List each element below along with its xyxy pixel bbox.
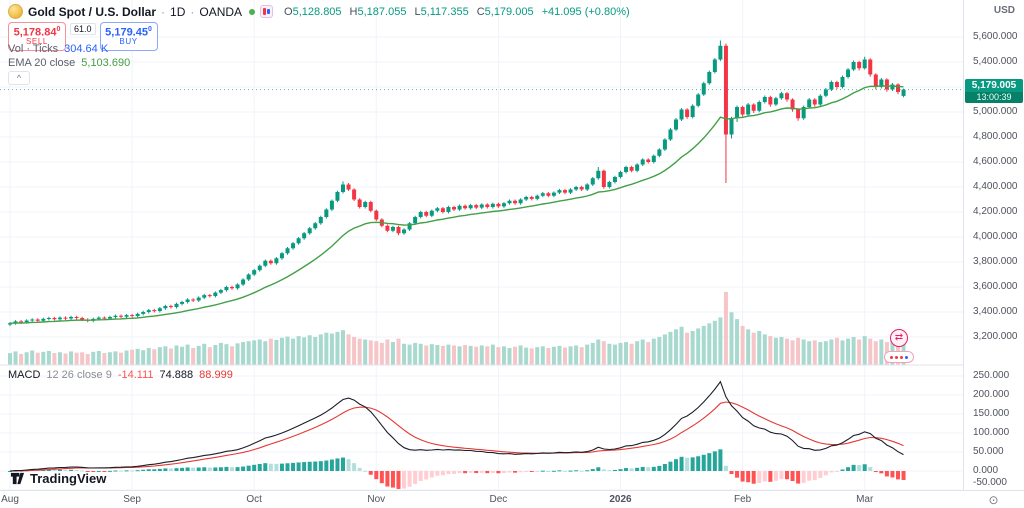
time-axis-label: Feb [733, 494, 752, 505]
current-price-tag: 5,179.005 13:00:39 [965, 78, 1023, 103]
ema-indicator-legend[interactable]: EMA 20 close 5,103.690 [8, 57, 130, 69]
macd-axis-label: 100.000 [973, 427, 1010, 438]
buy-button[interactable]: 5,179.450 BUY [99, 22, 158, 51]
axis-corner: ⊙ [963, 490, 1024, 508]
price-axis-label: 4,800.000 [973, 131, 1018, 142]
ema-label: EMA 20 close [8, 57, 76, 69]
price-axis-label: 5,600.000 [973, 31, 1018, 42]
volume-value: 304.64 K [64, 43, 109, 55]
chevron-up-icon: ^ [16, 72, 22, 83]
open-value: 5,128.805 [292, 5, 342, 18]
price-axis[interactable]: USD 5,179.005 13:00:39 5,600.000 5,400.00… [963, 0, 1024, 508]
tradingview-logo-text: TradingView [30, 471, 107, 486]
current-price-value: 5,179.005 [965, 78, 1023, 92]
macd-axis-label: 250.000 [973, 370, 1010, 381]
price-axis-label: 4,400.000 [973, 181, 1018, 192]
buy-price: 5,179.45 [105, 26, 148, 39]
price-axis-label: 3,400.000 [973, 306, 1018, 317]
sell-label: SELL [26, 37, 48, 47]
price-axis-label: 4,200.000 [973, 206, 1018, 217]
symbol-legend: Gold Spot / U.S. Dollar · 1D · OANDA O5,… [8, 4, 630, 19]
tradingview-mark-icon [10, 472, 25, 485]
macd-line-value: 74.888 [159, 369, 194, 381]
macd-indicator-legend[interactable]: MACD 12 26 close 9 -14.111 74.888 88.999 [8, 369, 233, 381]
macd-signal-line [9, 401, 904, 472]
floating-bubbles: ⇄ [884, 329, 914, 363]
separator-dot: · [161, 4, 166, 19]
chart-canvas[interactable] [0, 0, 963, 490]
price-axis-label: 3,800.000 [973, 256, 1018, 267]
open-label: O [284, 5, 293, 18]
high-label: H [349, 5, 358, 18]
sell-price-sup: 0 [56, 25, 61, 33]
grid-layer [0, 0, 963, 490]
quote-dots-icon[interactable] [884, 351, 914, 363]
price-axis-label: 5,000.000 [973, 106, 1018, 117]
macd-histogram-layer [8, 449, 906, 489]
tradingview-logo[interactable]: TradingView [10, 471, 106, 486]
exchange-label: OANDA [199, 4, 243, 19]
price-axis-label: 3,600.000 [973, 281, 1018, 292]
countdown-timer: 13:00:39 [965, 91, 1023, 103]
low-label: L [414, 5, 421, 18]
instrument-type-icon [260, 5, 274, 18]
low-value: 5,117.355 [420, 5, 469, 18]
swap-arrows-icon: ⇄ [894, 332, 904, 343]
macd-axis-label: 150.000 [973, 408, 1010, 419]
macd-axis-label: 50.000 [973, 446, 1004, 457]
ema-value: 5,103.690 [81, 57, 131, 69]
market-open-icon [249, 8, 256, 15]
time-axis-label: Dec [489, 494, 508, 505]
ohlc-legend: O5,128.805 H5,187.055 L5,117.355 C5,179.… [284, 6, 630, 18]
price-axis-label: 3,200.000 [973, 331, 1018, 342]
sell-button[interactable]: 5,178.840 SELL [8, 22, 66, 51]
macd-line [9, 380, 904, 472]
time-axis-label: Oct [246, 494, 262, 505]
high-value: 5,187.055 [357, 5, 407, 18]
macd-signal-value: 88.999 [199, 369, 233, 381]
symbol-title[interactable]: Gold Spot / U.S. Dollar [28, 4, 157, 19]
separator-dot: · [190, 4, 195, 19]
macd-hist-value: -14.111 [117, 369, 154, 381]
sell-price: 5,178.84 [13, 26, 57, 39]
time-axis-label: Aug [1, 494, 19, 505]
volume-indicator-legend[interactable]: Vol · Ticks 304.64 K [8, 43, 108, 55]
macd-axis-label: -50.000 [973, 477, 1007, 488]
price-axis-label: 5,400.000 [973, 56, 1018, 67]
close-value: 5,179.005 [484, 5, 534, 18]
trade-buttons: 5,178.840 SELL 61.0 5,179.450 BUY [8, 22, 158, 51]
collapse-legend-button[interactable]: ^ [8, 71, 30, 85]
spread-value: 61.0 [70, 23, 96, 35]
timezone-settings-icon[interactable]: ⊙ [988, 492, 999, 507]
change-value: +41.095 (+0.80%) [541, 5, 630, 18]
interval-label[interactable]: 1D [170, 4, 186, 19]
time-axis-label: Sep [123, 494, 141, 505]
time-axis[interactable]: Aug Sep Oct Nov Dec 2026 Feb Mar [0, 490, 963, 508]
volume-layer [8, 291, 906, 365]
ema-line [9, 84, 904, 324]
time-axis-label: 2026 [609, 494, 632, 505]
volume-label: Vol · Ticks [8, 43, 59, 55]
macd-params: 12 26 close 9 [46, 369, 112, 381]
close-label: C [476, 5, 485, 18]
buy-price-sup: 0 [147, 25, 152, 33]
buy-label: BUY [119, 37, 138, 47]
replay-icon[interactable]: ⇄ [890, 329, 908, 347]
axis-currency-button[interactable]: USD [993, 5, 1015, 16]
price-axis-label: 4,600.000 [973, 156, 1018, 167]
instrument-icon [8, 4, 23, 19]
time-axis-label: Mar [856, 494, 874, 505]
macd-axis-label: 200.000 [973, 389, 1010, 400]
time-axis-label: Nov [367, 494, 386, 505]
macd-axis-label: 0.000 [973, 465, 999, 476]
candles-layer [8, 40, 906, 326]
price-axis-label: 4,000.000 [973, 231, 1018, 242]
macd-label: MACD [8, 369, 41, 381]
